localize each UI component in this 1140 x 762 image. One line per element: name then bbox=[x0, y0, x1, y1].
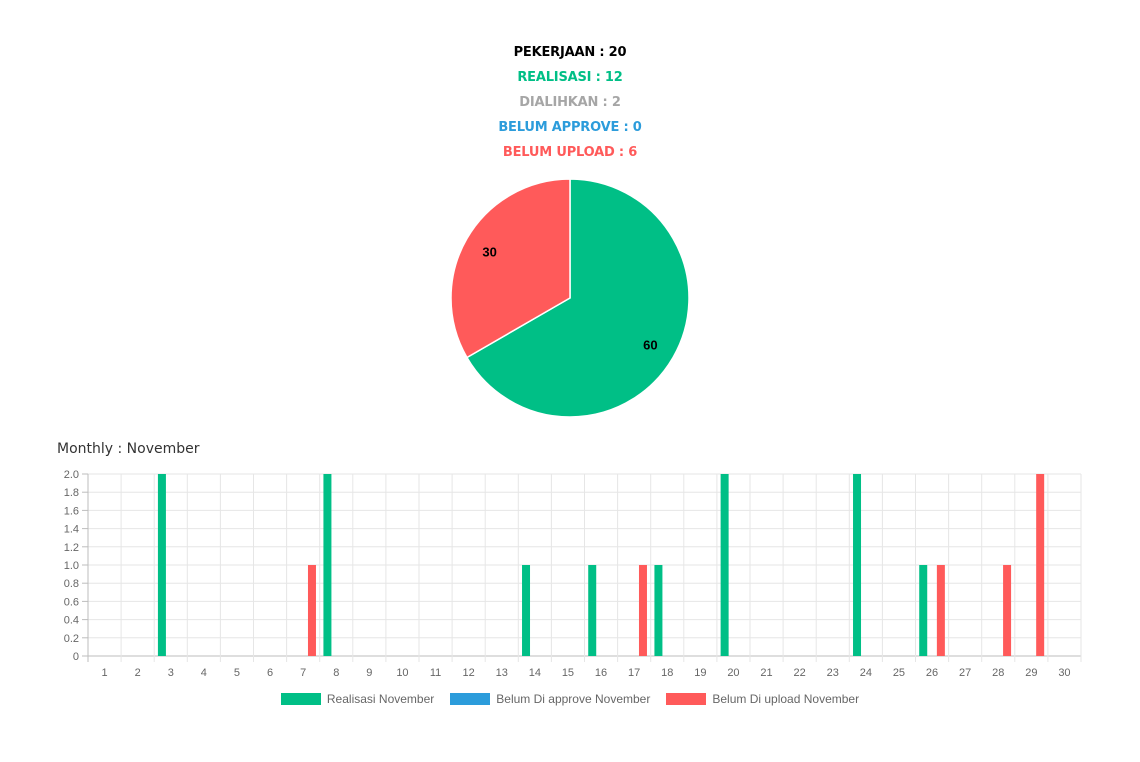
y-tick-label: 1.6 bbox=[64, 505, 79, 517]
y-tick-label: 1.4 bbox=[64, 524, 79, 536]
x-tick-label: 1 bbox=[101, 667, 107, 679]
pekerjaan-total: PEKERJAAN : 20 bbox=[513, 45, 627, 60]
x-tick-label: 8 bbox=[333, 667, 339, 679]
y-tick-label: 1.8 bbox=[64, 487, 79, 499]
pie-label-30: 30 bbox=[482, 245, 496, 260]
pie-label-60: 60 bbox=[643, 337, 657, 352]
belum-upload-total: BELUM UPLOAD : 6 bbox=[502, 145, 638, 160]
legend-label-realisasi: Realisasi November bbox=[326, 692, 435, 706]
x-tick-label: 30 bbox=[1058, 667, 1070, 679]
bar-realisasi-3[interactable] bbox=[157, 474, 166, 656]
pie-slice-30[interactable] bbox=[450, 178, 571, 359]
x-tick-label: 5 bbox=[234, 667, 240, 679]
belum-approve-total: BELUM APPROVE : 0 bbox=[498, 120, 642, 135]
legend-swatch-belum-approve bbox=[450, 693, 491, 705]
x-tick-label: 29 bbox=[1025, 667, 1037, 679]
x-tick-label: 15 bbox=[562, 667, 574, 679]
pie-chart: 60 30 bbox=[450, 178, 690, 418]
y-tick-label: 0.6 bbox=[64, 596, 79, 608]
legend-label-belum-approve: Belum Di approve November bbox=[496, 692, 651, 706]
legend-label-belum-upload: Belum Di upload November bbox=[712, 692, 860, 706]
x-tick-label: 9 bbox=[366, 667, 372, 679]
x-tick-label: 23 bbox=[827, 667, 839, 679]
x-tick-label: 20 bbox=[727, 667, 739, 679]
legend-item-belum-approve[interactable]: Belum Di approve November bbox=[450, 692, 650, 706]
x-tick-label: 10 bbox=[396, 667, 408, 679]
y-tick-label: 1.2 bbox=[64, 542, 79, 554]
y-tick-label: 0.4 bbox=[64, 615, 79, 627]
x-tick-label: 12 bbox=[463, 667, 475, 679]
legend-swatch-belum-upload bbox=[666, 693, 707, 705]
x-tick-label: 22 bbox=[794, 667, 806, 679]
x-tick-label: 4 bbox=[201, 667, 207, 679]
x-tick-label: 25 bbox=[893, 667, 905, 679]
x-tick-label: 17 bbox=[628, 667, 640, 679]
y-tick-label: 2.0 bbox=[64, 469, 79, 481]
y-tick-label: 0 bbox=[73, 651, 79, 663]
x-tick-label: 2 bbox=[135, 667, 141, 679]
bar-belum-upload-28[interactable] bbox=[1003, 565, 1012, 656]
summary-block: PEKERJAAN : 20 REALISASI : 12 DIALIHKAN … bbox=[0, 40, 1140, 165]
bar-realisasi-24[interactable] bbox=[853, 474, 862, 656]
x-tick-label: 16 bbox=[595, 667, 607, 679]
legend-swatch-realisasi bbox=[280, 693, 321, 705]
bar-belum-upload-7[interactable] bbox=[307, 565, 316, 656]
x-tick-label: 6 bbox=[267, 667, 273, 679]
x-tick-label: 14 bbox=[529, 667, 541, 679]
bar-realisasi-8[interactable] bbox=[323, 474, 332, 656]
y-tick-label: 0.8 bbox=[64, 578, 79, 590]
dialihkan-total: DIALIHKAN : 2 bbox=[519, 95, 621, 110]
bar-belum-upload-26[interactable] bbox=[936, 565, 945, 656]
realisasi-total: REALISASI : 12 bbox=[517, 70, 623, 85]
y-tick-label: 0.2 bbox=[64, 633, 79, 645]
legend-item-belum-upload[interactable]: Belum Di upload November bbox=[666, 692, 859, 706]
bar-realisasi-18[interactable] bbox=[654, 565, 663, 656]
monthly-title: Monthly : November bbox=[57, 441, 200, 457]
bar-belum-upload-17[interactable] bbox=[638, 565, 647, 656]
bar-realisasi-14[interactable] bbox=[522, 565, 531, 656]
y-tick-label: 1.0 bbox=[64, 560, 79, 572]
x-tick-label: 19 bbox=[694, 667, 706, 679]
bar-legend: Realisasi November Belum Di approve Nove… bbox=[0, 692, 1140, 706]
x-tick-label: 28 bbox=[992, 667, 1004, 679]
bar-realisasi-20[interactable] bbox=[720, 474, 729, 656]
x-tick-label: 11 bbox=[430, 667, 441, 679]
x-tick-label: 24 bbox=[860, 667, 872, 679]
x-tick-label: 26 bbox=[926, 667, 938, 679]
bar-realisasi-16[interactable] bbox=[588, 565, 597, 656]
x-tick-label: 27 bbox=[959, 667, 971, 679]
x-tick-label: 3 bbox=[168, 667, 174, 679]
x-tick-label: 21 bbox=[760, 667, 772, 679]
legend-item-realisasi[interactable]: Realisasi November bbox=[280, 692, 435, 706]
bar-belum-upload-29[interactable] bbox=[1036, 474, 1045, 656]
x-tick-label: 18 bbox=[661, 667, 673, 679]
bar-realisasi-26[interactable] bbox=[919, 565, 928, 656]
x-tick-label: 13 bbox=[496, 667, 508, 679]
x-tick-label: 7 bbox=[300, 667, 306, 679]
pie-slice-60[interactable] bbox=[465, 178, 690, 418]
